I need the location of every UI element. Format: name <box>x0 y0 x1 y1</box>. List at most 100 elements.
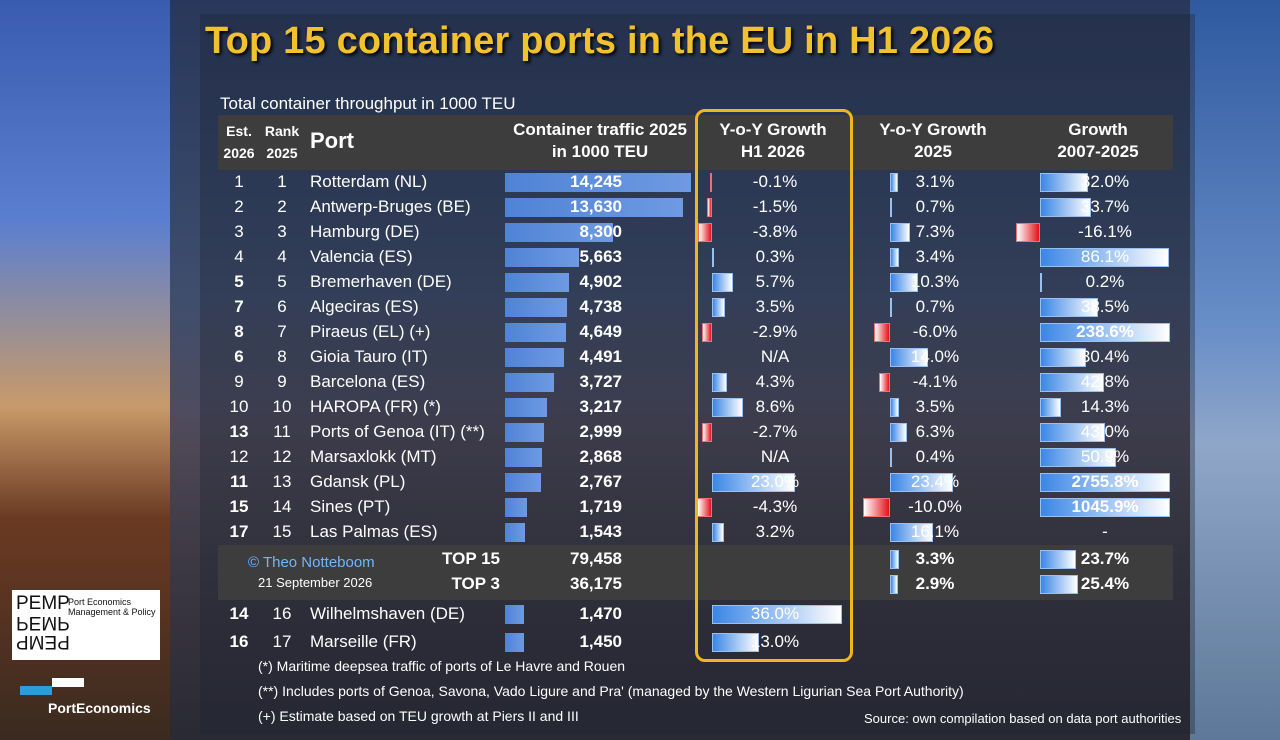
h1-growth-bar <box>712 473 795 492</box>
rank-cell: 5 <box>277 272 287 291</box>
header-yoy-2025: Y-o-Y Growth 2025 <box>858 119 1008 163</box>
header-growth-line2: 2007-2025 <box>1057 142 1139 161</box>
highlight-frame-h1-2026 <box>695 109 853 662</box>
header-yoy-h1-line1: Y-o-Y Growth <box>719 120 827 139</box>
traffic-bar <box>505 323 566 342</box>
growth-0725-label: 14.3% <box>1080 397 1130 416</box>
traffic-label: 8,300 <box>579 222 622 241</box>
h1-growth-label: -4.3% <box>752 497 798 516</box>
est-rank-cell: 17 <box>229 522 249 541</box>
growth-0725-bar <box>1040 498 1170 517</box>
growth-0725-label: - <box>1102 522 1108 541</box>
port-name: Las Palmas (ES) <box>310 522 438 541</box>
y25-growth-bar <box>890 173 899 192</box>
est-rank-cell: 1 <box>234 172 244 191</box>
traffic-bar <box>505 448 542 467</box>
y25-growth-label: 16.1% <box>910 522 960 541</box>
pemp-mark: PEMP <box>16 593 70 614</box>
footnote-2: (**) Includes ports of Genoa, Savona, Va… <box>258 683 964 699</box>
total-traffic-label: 36,175 <box>570 574 622 593</box>
port-name: HAROPA (FR) (*) <box>310 397 441 416</box>
traffic-bar <box>505 498 527 517</box>
pe-logo-name: PortEconomics <box>48 700 151 716</box>
y25-growth-label: 23.4% <box>910 472 960 491</box>
est-rank-cell: 13 <box>229 422 249 441</box>
growth-0725-label: 43.0% <box>1080 422 1130 441</box>
header-port: Port <box>310 128 354 153</box>
y25-growth-bar <box>878 373 890 392</box>
extra-port-name: Wilhelmshaven (DE) <box>310 604 465 623</box>
traffic-label: 2,767 <box>579 472 622 491</box>
header-rank: Rank 2025 <box>260 120 304 164</box>
growth-0725-label: 50.9% <box>1080 447 1130 466</box>
growth-0725-bar <box>1040 373 1105 392</box>
port-name: Gioia Tauro (IT) <box>310 347 428 366</box>
traffic-label: 2,868 <box>579 447 622 466</box>
y25-growth-bar <box>890 448 892 467</box>
traffic-label: 3,727 <box>579 372 622 391</box>
traffic-label: 13,630 <box>570 197 622 216</box>
h1-growth-label: -1.5% <box>752 197 798 216</box>
h1-growth-label: -2.7% <box>752 422 798 441</box>
y25-growth-label: 3.1% <box>915 172 955 191</box>
traffic-bar <box>505 523 525 542</box>
est-rank-cell: 4 <box>234 247 244 266</box>
y25-growth-label: 10.3% <box>910 272 960 291</box>
header-est-line1: Est. <box>226 123 252 139</box>
y25-growth-bar <box>890 273 918 292</box>
pemp-mark-mirror: PEMP <box>16 612 70 633</box>
y25-growth-bar <box>890 298 892 317</box>
total-traffic-label: 79,458 <box>570 549 622 568</box>
total-growth-0725-bar <box>1040 575 1079 594</box>
y25-growth-label: 14.0% <box>910 347 960 366</box>
rank-cell: 2 <box>277 197 287 216</box>
extra-rank-cell: 17 <box>272 632 292 651</box>
port-name: Antwerp-Bruges (BE) <box>310 197 471 216</box>
growth-0725-bar <box>1040 423 1105 442</box>
y25-growth-label: 3.4% <box>915 247 955 266</box>
est-rank-cell: 3 <box>234 222 244 241</box>
traffic-label: 5,663 <box>579 247 622 266</box>
traffic-label: 1,719 <box>579 497 622 516</box>
header-traffic-line1: Container traffic 2025 <box>513 120 687 139</box>
pemp-logo: PEMP PEMP PEMP Port Economics Management… <box>12 590 160 660</box>
h1-growth-bar <box>712 398 743 417</box>
h1-growth-bar <box>712 298 725 317</box>
rank-cell: 13 <box>272 472 292 491</box>
h1-growth-bar <box>702 423 712 442</box>
h1-growth-label: -0.1% <box>752 172 798 191</box>
est-rank-cell: 5 <box>234 272 244 291</box>
traffic-bar <box>505 173 691 192</box>
growth-0725-bar <box>1040 273 1042 292</box>
est-rank-cell: 9 <box>234 372 244 391</box>
h1-growth-label: 3.5% <box>755 297 795 316</box>
port-name: Gdansk (PL) <box>310 472 406 491</box>
growth-0725-label: 38.5% <box>1080 297 1130 316</box>
h1-growth-bar <box>698 223 712 242</box>
port-name: Rotterdam (NL) <box>310 172 428 191</box>
rank-cell: 12 <box>272 447 292 466</box>
header-growth-line1: Growth <box>1068 120 1128 139</box>
rank-cell: 11 <box>273 422 291 441</box>
y25-growth-bar <box>873 323 890 342</box>
header-traffic: Container traffic 2025 in 1000 TEU <box>500 119 700 163</box>
traffic-label: 3,217 <box>579 397 622 416</box>
source-note: Source: own compilation based on data po… <box>864 711 1182 726</box>
h1-growth-bar <box>712 523 724 542</box>
traffic-bar <box>505 473 541 492</box>
h1-growth-label: N/A <box>760 447 790 466</box>
est-rank-cell: 12 <box>229 447 249 466</box>
rank-cell: 1 <box>277 172 287 191</box>
port-name: Valencia (ES) <box>310 247 413 266</box>
y25-growth-bar <box>890 473 954 492</box>
header-rank-line2: 2025 <box>266 145 298 161</box>
header-traffic-line2: in 1000 TEU <box>551 142 649 161</box>
porteconomics-logo: PortEconomics <box>12 670 160 725</box>
pemp-text-line1: Port Economics <box>68 597 132 607</box>
traffic-label: 1,543 <box>579 522 622 541</box>
traffic-bar <box>505 298 567 317</box>
growth-0725-bar <box>1040 298 1098 317</box>
extra-h1-growth-bar <box>712 605 842 624</box>
pemp-text: Port Economics Management & Policy <box>68 597 156 617</box>
footnote-1: (*) Maritime deepsea traffic of ports of… <box>258 658 626 674</box>
